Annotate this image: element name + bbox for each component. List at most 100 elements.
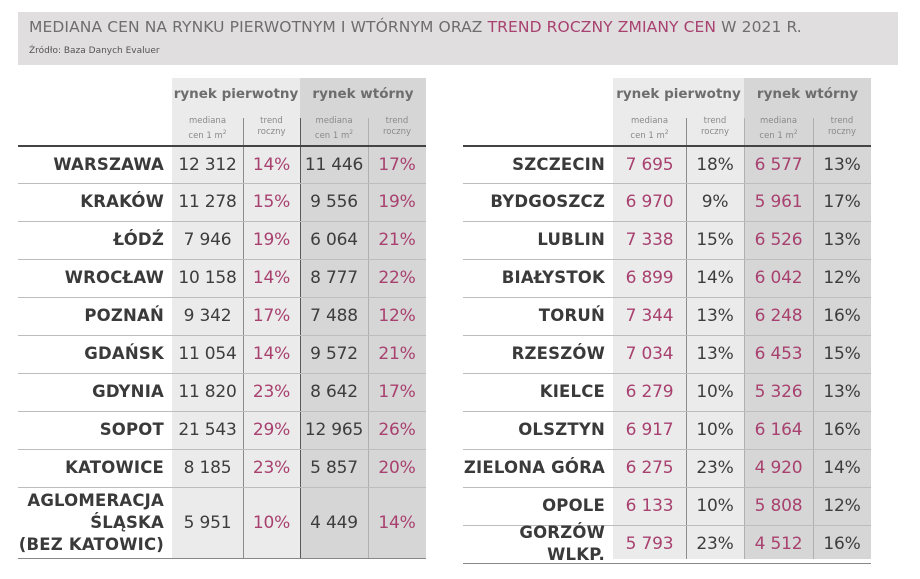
secondary-median-cell: 9 556 (310, 192, 358, 212)
primary-trend-cell: 14% (696, 268, 734, 288)
subheader-secondary-trend: trend roczny (813, 112, 871, 146)
primary-trend-cell: 19% (252, 230, 291, 250)
subheader-primary-trend: trend roczny (686, 112, 744, 146)
secondary-trend-cell: 17% (378, 382, 416, 402)
primary-median-cell: 6 133 (625, 496, 674, 516)
row-divider (463, 259, 871, 260)
city-label: ŁÓDŹ (113, 230, 164, 249)
secondary-median-cell: 6 453 (754, 344, 803, 364)
column-divider (300, 118, 301, 559)
secondary-market-column-bg (744, 78, 871, 559)
subheader-secondary-median: mediana cen 1 m2 (300, 112, 368, 146)
city-label: WROCŁAW (64, 268, 164, 287)
city-label-line: (BEZ KATOWIC) (18, 534, 164, 554)
table-row: GDAŃSK 11 054 14% 9 572 21% (18, 335, 426, 373)
city-label: KRAKÓW (80, 192, 164, 211)
table-row: BIAŁYSTOK 6 899 14% 6 042 12% (463, 259, 871, 297)
table-row: GDYNIA 11 820 23% 8 642 17% (18, 373, 426, 411)
primary-trend-cell: 14% (252, 344, 291, 364)
secondary-trend-cell: 17% (378, 154, 416, 175)
primary-median-cell: 6 917 (625, 420, 674, 440)
secondary-median-cell: 6 064 (310, 230, 358, 250)
table-row: OPOLE 6 133 10% 5 808 12% (463, 487, 871, 525)
secondary-median-cell: 4 920 (754, 458, 803, 478)
subheader-text: cen 1 m (188, 130, 223, 141)
column-divider (744, 118, 745, 559)
secondary-trend-cell: 13% (823, 382, 861, 402)
row-divider (463, 411, 871, 412)
row-divider (18, 411, 426, 412)
source-note: Źródło: Baza Danych Evaluer (29, 46, 160, 56)
table-row: KATOWICE 8 185 23% 5 857 20% (18, 449, 426, 487)
primary-median-cell: 6 275 (625, 458, 674, 478)
primary-trend-cell: 9% (701, 192, 729, 212)
group-header-secondary: rynek wtórny (312, 86, 414, 102)
city-label: GDAŃSK (84, 344, 164, 363)
group-header-secondary: rynek wtórny (756, 86, 859, 102)
table-row: GORZÓW WLKP. 5 793 23% 4 512 16% (463, 523, 871, 564)
column-divider (813, 118, 814, 559)
subheader-text: roczny (700, 127, 730, 137)
city-label-line: AGLOMERACJA (27, 490, 164, 510)
row-divider (463, 183, 871, 184)
header-rule (18, 145, 426, 147)
page-title: MEDIANA CEN NA RYNKU PIERWOTNYM I WTÓRNY… (29, 18, 802, 36)
superscript: 2 (349, 129, 354, 136)
secondary-trend-cell: 14% (378, 512, 416, 533)
row-divider (463, 449, 871, 450)
title-accent-text: TREND ROCZNY ZMIANY CEN (487, 18, 717, 36)
secondary-trend-cell: 26% (378, 420, 416, 440)
secondary-trend-cell: 13% (823, 154, 861, 175)
subheader-text: mediana (759, 116, 798, 126)
subheader-text: trend (703, 116, 727, 126)
row-divider (463, 487, 871, 488)
secondary-trend-cell: 12% (823, 268, 861, 288)
primary-trend-cell: 13% (696, 306, 734, 326)
title-text-end: W 2021 R. (716, 18, 802, 36)
secondary-median-cell: 8 777 (310, 268, 358, 288)
subheader-text: cen 1 m (630, 130, 665, 141)
city-label: GDYNIA (92, 382, 164, 401)
row-divider (463, 335, 871, 336)
secondary-median-cell: 7 488 (310, 306, 358, 326)
primary-median-cell: 11 820 (178, 382, 237, 402)
primary-trend-cell: 23% (252, 382, 291, 402)
primary-median-cell: 11 278 (178, 192, 237, 212)
secondary-trend-cell: 16% (823, 534, 861, 554)
table-row: AGLOMERACJA ŚLĄSKA (BEZ KATOWIC) 5 951 10% 4 … (18, 487, 426, 558)
primary-median-cell: 7 338 (625, 230, 674, 250)
primary-trend-cell: 29% (252, 420, 291, 440)
subheader-secondary-median: mediana cen 1 m2 (744, 112, 813, 146)
primary-trend-cell: 10% (696, 496, 734, 516)
row-divider (18, 373, 426, 374)
secondary-median-cell: 8 642 (310, 382, 358, 402)
secondary-trend-cell: 16% (823, 420, 861, 440)
city-label: GORZÓW WLKP. (519, 523, 605, 564)
column-divider (686, 118, 687, 559)
city-label: AGLOMERACJA ŚLĄSKA (BEZ KATOWIC) (18, 487, 164, 558)
city-label: ZIELONA GÓRA (463, 458, 605, 477)
city-label: SZCZECIN (512, 154, 605, 174)
secondary-trend-cell: 13% (823, 230, 861, 250)
row-divider (463, 525, 871, 526)
title-text: MEDIANA CEN NA RYNKU PIERWOTNYM I WTÓRNY… (29, 18, 488, 36)
table-row: ZIELONA GÓRA 6 275 23% 4 920 14% (463, 449, 871, 487)
city-label: OPOLE (542, 496, 605, 515)
city-label: KIELCE (539, 382, 605, 401)
subheader-primary-median: mediana cen 1 m2 (172, 112, 243, 146)
secondary-median-cell: 6 042 (754, 268, 803, 288)
primary-median-cell: 8 185 (183, 458, 232, 478)
row-divider (463, 221, 871, 222)
secondary-median-cell: 4 449 (310, 512, 358, 533)
row-divider (18, 183, 426, 184)
city-label: KATOWICE (65, 458, 164, 477)
secondary-median-cell: 5 857 (310, 458, 358, 478)
primary-median-cell: 6 899 (625, 268, 674, 288)
secondary-median-cell: 12 965 (304, 420, 364, 440)
primary-median-cell: 11 054 (178, 344, 237, 364)
secondary-trend-cell: 14% (823, 458, 861, 478)
header-band: MEDIANA CEN NA RYNKU PIERWOTNYM I WTÓRNY… (18, 12, 898, 65)
secondary-trend-cell: 21% (378, 230, 416, 250)
table-row: SOPOT 21 543 29% 12 965 26% (18, 411, 426, 449)
row-divider (18, 221, 426, 222)
